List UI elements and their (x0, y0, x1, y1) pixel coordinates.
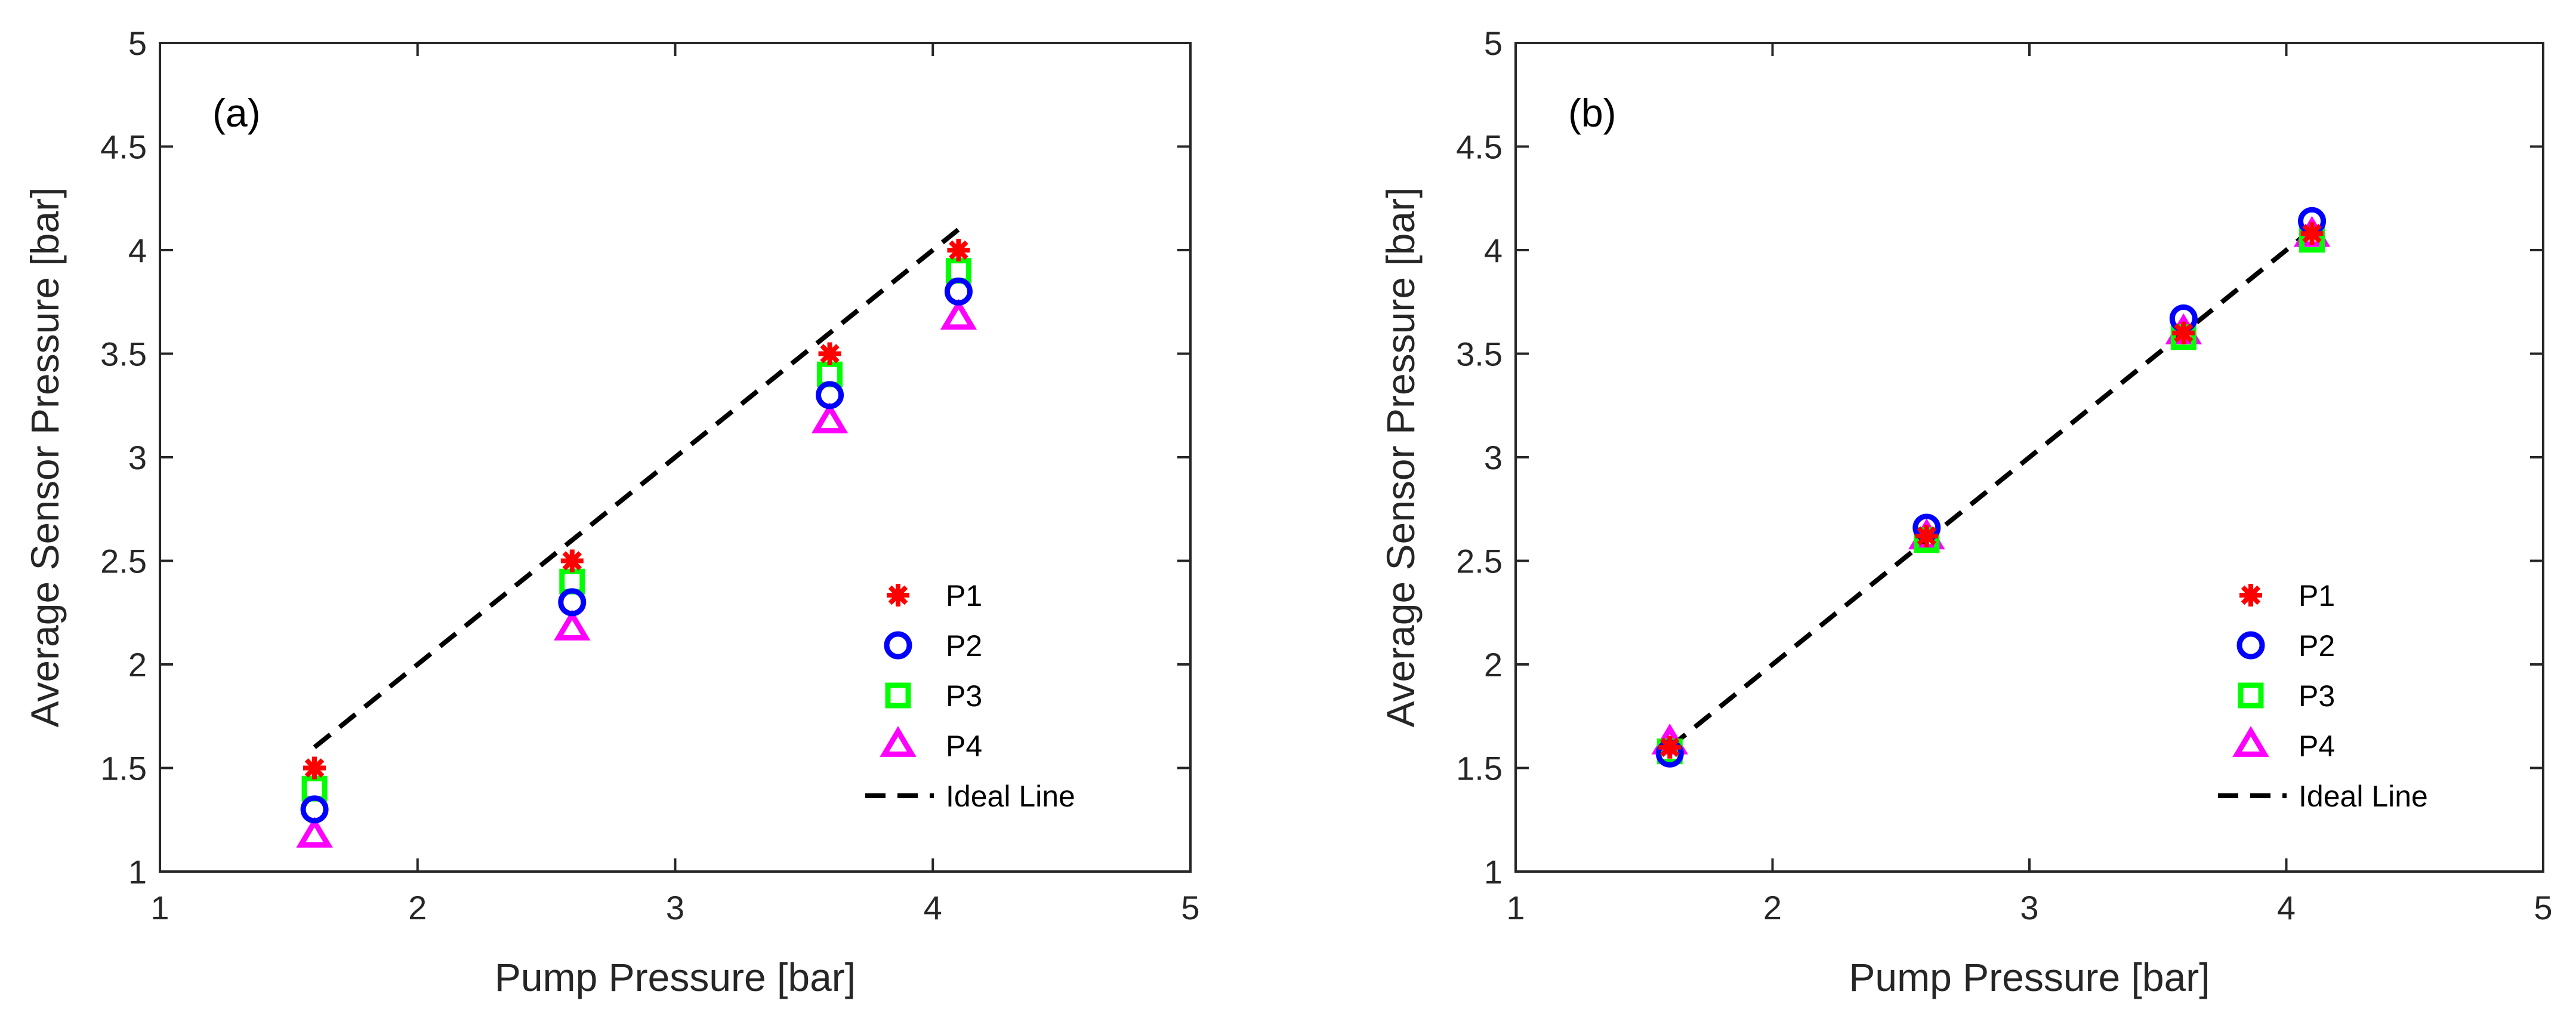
data-point-p1 (560, 549, 584, 572)
y-tick-label: 1 (128, 853, 147, 891)
x-tick-label: 3 (666, 889, 684, 926)
legend-swatch-p3 (885, 682, 911, 709)
panel-label: (b) (1568, 91, 1616, 135)
y-tick-label: 5 (1484, 24, 1503, 62)
data-point-p2 (944, 277, 973, 306)
x-tick-label: 3 (2020, 889, 2038, 926)
legend-swatch-p1 (2239, 584, 2262, 607)
legend-swatch-p2 (2236, 631, 2265, 660)
data-point-p1 (1915, 524, 1938, 547)
y-tick-label: 3.5 (100, 335, 147, 373)
y-tick-label: 5 (128, 24, 147, 62)
data-point-p4 (296, 817, 333, 848)
y-tick-label: 1 (1484, 853, 1503, 891)
y-tick-label: 3.5 (1456, 335, 1503, 373)
legend: P1 P2 P3 P4 Ideal Line (865, 579, 1075, 813)
data-point-p1 (2172, 321, 2195, 344)
y-tick-label: 4 (1484, 232, 1503, 269)
y-tick-label: 2 (128, 646, 147, 684)
data-point-p2 (300, 795, 329, 824)
legend-swatch-p3 (2238, 682, 2264, 709)
data-point-p4 (940, 298, 977, 330)
data-point-p1 (2300, 222, 2324, 245)
y-tick-label: 1.5 (100, 750, 147, 787)
data-point-p1 (303, 756, 326, 780)
x-tick-label: 4 (924, 889, 942, 926)
legend-label: P3 (2299, 679, 2335, 713)
legend-label: P2 (946, 629, 982, 663)
data-point-p1 (947, 239, 970, 261)
y-tick-label: 2.5 (100, 543, 147, 580)
y-tick-label: 3 (128, 439, 147, 476)
y-tick-label: 4.5 (1456, 128, 1503, 166)
data-point-p2 (558, 588, 587, 617)
x-axis-label: Pump Pressure [bar] (495, 955, 856, 999)
y-axis-label: Average Sensor Pressure [bar] (23, 187, 67, 728)
data-point-p2 (816, 381, 844, 410)
y-tick-label: 4.5 (100, 128, 147, 166)
legend-label: Ideal Line (946, 780, 1075, 813)
y-tick-label: 2.5 (1456, 543, 1503, 580)
x-tick-label: 4 (2277, 889, 2296, 926)
ideal-line (313, 227, 960, 749)
legend-label: P1 (946, 579, 982, 612)
x-tick-label: 2 (1763, 889, 1782, 926)
data-point-p1 (818, 342, 841, 365)
legend-label: P1 (2299, 579, 2335, 612)
x-tick-label: 5 (1181, 889, 1199, 926)
ideal-line (1668, 227, 2314, 749)
data-point-p4 (811, 402, 849, 433)
x-tick-label: 1 (1506, 889, 1525, 926)
panel-label: (a) (212, 91, 261, 135)
y-tick-label: 4 (128, 232, 147, 269)
legend-swatch-p4 (2232, 726, 2269, 757)
legend-swatch-p2 (884, 631, 912, 660)
y-axis-label: Average Sensor Pressure [bar] (1378, 187, 1423, 728)
data-point-p4 (554, 609, 591, 641)
legend-label: Ideal Line (2299, 780, 2428, 813)
chart-panel-a: 1 2 3 4 5 1 1.5 2 2.5 3 3.5 4 4.5 5 Pump Pressure [bar… (23, 24, 1200, 999)
legend-label: P4 (946, 729, 982, 763)
x-tick-label: 1 (150, 889, 169, 926)
chart-panel-b: 1 2 3 4 5 1 1.5 2 2.5 3 3.5 4 4.5 5 Pump Pressure [bar… (1378, 24, 2553, 999)
x-axis-label: Pump Pressure [bar] (1849, 955, 2210, 999)
y-tick-label: 1.5 (1456, 750, 1503, 787)
y-tick-label: 3 (1484, 439, 1503, 476)
y-tick-label: 2 (1484, 646, 1503, 684)
x-tick-label: 5 (2534, 889, 2552, 926)
legend: P1 P2 P3 P4 Ideal Line (2218, 579, 2428, 813)
legend-swatch-p1 (887, 584, 909, 607)
legend-label: P2 (2299, 629, 2335, 663)
legend-label: P3 (946, 679, 982, 713)
x-tick-label: 2 (408, 889, 427, 926)
legend-label: P4 (2299, 729, 2335, 763)
legend-swatch-p4 (880, 726, 917, 757)
data-point-p1 (1658, 735, 1682, 759)
